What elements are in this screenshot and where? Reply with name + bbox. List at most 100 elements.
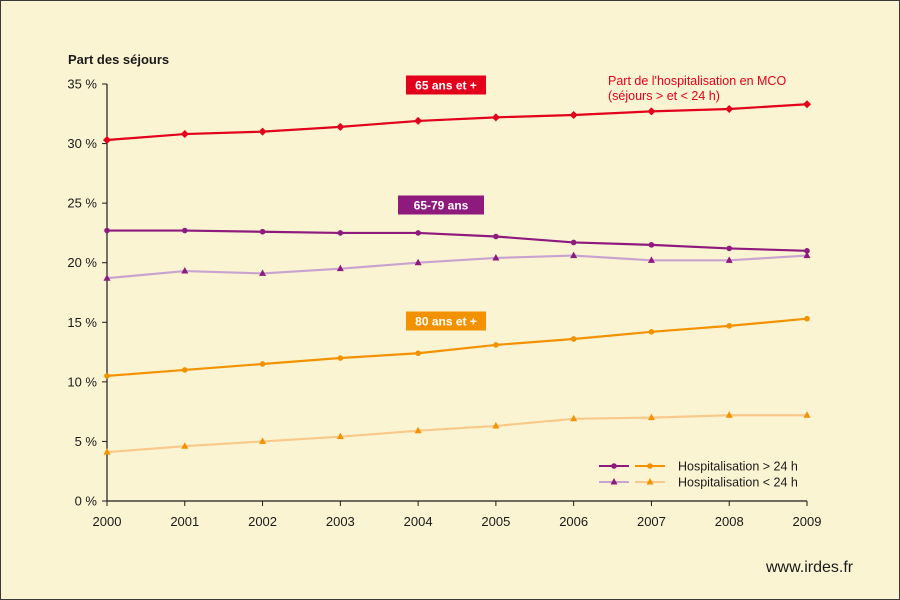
x-tick-label: 2004 bbox=[404, 514, 433, 529]
data-point-s80plus_lt24 bbox=[570, 414, 578, 422]
data-point-s6579_lt24 bbox=[570, 251, 578, 259]
legend-swatch-marker bbox=[610, 478, 618, 485]
x-tick-label: 2008 bbox=[715, 514, 744, 529]
data-point-s6579_gt24 bbox=[415, 230, 421, 236]
data-point-s6579_lt24 bbox=[725, 256, 733, 263]
data-point-s80plus_gt24 bbox=[337, 355, 344, 361]
series-s6579_gt24 bbox=[104, 227, 810, 254]
data-point-s6579_lt24 bbox=[181, 267, 189, 274]
series-badge: 80 ans et + bbox=[406, 311, 486, 331]
data-point-s80plus_lt24 bbox=[647, 413, 655, 421]
data-point-s65plus bbox=[336, 122, 345, 131]
legend-label: Hospitalisation < 24 h bbox=[678, 476, 798, 490]
data-point-s6579_lt24 bbox=[259, 269, 267, 276]
data-point-s80plus_gt24 bbox=[804, 315, 810, 322]
data-point-s6579_lt24 bbox=[103, 274, 111, 281]
data-point-s6579_gt24 bbox=[570, 239, 577, 246]
series-badge: 65-79 ans bbox=[398, 195, 484, 215]
legend-swatch-marker bbox=[647, 463, 653, 469]
data-point-s65plus bbox=[569, 110, 578, 119]
data-point-s80plus_lt24 bbox=[414, 426, 422, 434]
data-point-s6579_lt24 bbox=[647, 256, 655, 263]
y-tick-label: 30 % bbox=[67, 136, 97, 151]
legend-entry-0: Hospitalisation > 24 h bbox=[599, 460, 798, 474]
series-badge-label: 65-79 ans bbox=[414, 199, 469, 213]
series-line-s80plus_gt24 bbox=[106, 317, 808, 377]
x-tick-label: 2009 bbox=[793, 514, 822, 529]
x-tick-label: 2003 bbox=[326, 514, 355, 529]
data-point-s6579_lt24 bbox=[414, 258, 422, 266]
data-point-s65plus bbox=[803, 100, 811, 109]
data-point-s80plus_gt24 bbox=[726, 323, 733, 329]
series-group bbox=[103, 100, 811, 455]
annotation-line-1: Part de l'hospitalisation en MCO bbox=[608, 74, 786, 88]
x-tick-label: 2005 bbox=[481, 514, 510, 529]
data-point-s6579_gt24 bbox=[337, 230, 344, 236]
data-point-s65plus bbox=[180, 130, 189, 139]
data-point-s80plus_gt24 bbox=[104, 373, 110, 379]
data-point-s80plus_lt24 bbox=[336, 432, 344, 440]
source-label: www.irdes.fr bbox=[765, 559, 854, 576]
series-s65plus bbox=[103, 100, 811, 144]
series-badge-label: 65 ans et + bbox=[415, 79, 477, 93]
data-point-s80plus_gt24 bbox=[570, 336, 577, 342]
data-point-s6579_gt24 bbox=[804, 248, 810, 254]
data-point-s6579_gt24 bbox=[104, 227, 110, 234]
y-tick-label: 5 % bbox=[75, 434, 98, 449]
data-point-s65plus bbox=[725, 105, 734, 114]
series-badge-box bbox=[398, 195, 484, 215]
data-point-s80plus_lt24 bbox=[181, 442, 189, 449]
legend-entry-1: Hospitalisation < 24 h bbox=[599, 476, 798, 490]
x-tick-label: 2007 bbox=[637, 514, 666, 529]
data-point-s65plus bbox=[647, 107, 656, 116]
data-point-s6579_gt24 bbox=[181, 227, 188, 234]
x-tick-label: 2002 bbox=[248, 514, 277, 529]
series-line-s6579_lt24 bbox=[106, 254, 808, 280]
series-badge-label: 80 ans et + bbox=[415, 315, 477, 329]
legend-swatch-marker bbox=[611, 463, 617, 469]
y-tick-label: 20 % bbox=[67, 255, 97, 270]
data-point-s6579_gt24 bbox=[259, 228, 266, 235]
data-point-s80plus_gt24 bbox=[415, 350, 421, 357]
data-point-s80plus_gt24 bbox=[493, 342, 499, 348]
data-point-s80plus_lt24 bbox=[492, 421, 500, 429]
data-point-s65plus bbox=[491, 113, 500, 122]
data-point-s80plus_lt24 bbox=[259, 437, 267, 444]
data-point-s80plus_lt24 bbox=[103, 448, 111, 455]
data-point-s6579_lt24 bbox=[803, 251, 811, 259]
x-tick-label: 2006 bbox=[559, 514, 588, 529]
x-tick-label: 2001 bbox=[170, 514, 199, 529]
data-point-s80plus_lt24 bbox=[725, 411, 733, 418]
series-line-s6579_gt24 bbox=[107, 229, 808, 252]
data-point-s6579_gt24 bbox=[648, 242, 655, 248]
badges-group: 65 ans et + 65-79 ans 80 ans et + bbox=[398, 75, 486, 331]
data-point-s80plus_gt24 bbox=[181, 367, 188, 373]
x-tick-label: 2000 bbox=[93, 514, 122, 529]
data-point-s80plus_gt24 bbox=[259, 361, 266, 367]
y-axis: 0 % 5 % 10 % 15 % 20 % 25 % 30 % 35 % bbox=[67, 77, 108, 509]
series-badge-box bbox=[406, 75, 486, 95]
series-line-s65plus bbox=[106, 103, 808, 142]
y-axis-title: Part des séjours bbox=[68, 52, 169, 67]
data-point-s6579_gt24 bbox=[493, 233, 499, 240]
series-s80plus_lt24 bbox=[103, 411, 811, 455]
annotation: Part de l'hospitalisation en MCO (séjour… bbox=[608, 74, 786, 103]
series-badge-box bbox=[406, 311, 486, 331]
legend: Hospitalisation > 24 h Hospitalisation < … bbox=[599, 460, 798, 490]
annotation-line-2: (séjours > et < 24 h) bbox=[608, 89, 720, 103]
data-point-s65plus bbox=[258, 127, 267, 136]
series-s80plus_gt24 bbox=[104, 315, 810, 379]
legend-swatch-marker bbox=[646, 478, 654, 485]
y-tick-label: 0 % bbox=[75, 494, 98, 509]
y-tick-label: 10 % bbox=[67, 374, 97, 389]
data-point-s80plus_lt24 bbox=[803, 411, 811, 418]
data-point-s6579_lt24 bbox=[492, 253, 500, 261]
y-tick-label: 25 % bbox=[67, 196, 97, 211]
y-tick-label: 15 % bbox=[67, 315, 97, 330]
x-axis: 2000 2001 2002 2003 2004 2005 2006 2007 2008 2009 bbox=[93, 500, 822, 529]
data-point-s65plus bbox=[414, 116, 423, 125]
series-line-s80plus_lt24 bbox=[106, 414, 807, 454]
series-s6579_lt24 bbox=[103, 251, 811, 281]
